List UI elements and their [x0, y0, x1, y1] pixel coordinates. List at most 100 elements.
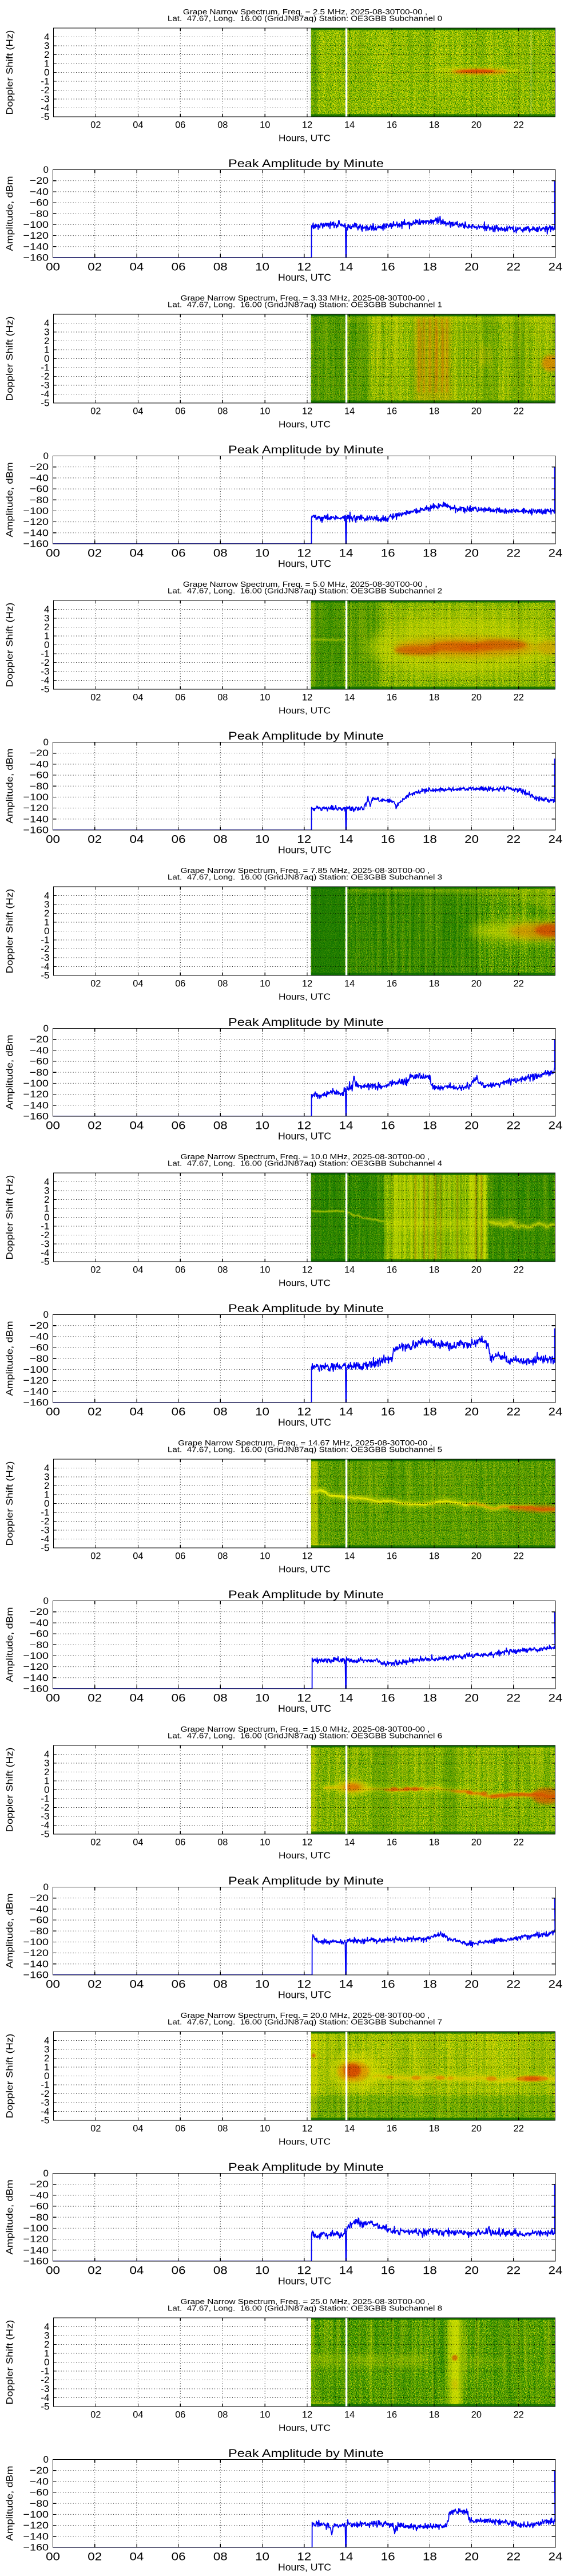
svg-text:02: 02 — [88, 262, 102, 274]
svg-text:−160: −160 — [23, 1970, 49, 1981]
svg-text:14: 14 — [344, 120, 355, 131]
svg-text:Doppler Shift (Hz): Doppler Shift (Hz) — [5, 2034, 15, 2119]
svg-text:4: 4 — [44, 2035, 49, 2046]
svg-text:12: 12 — [302, 406, 312, 417]
svg-text:Hours, UTC: Hours, UTC — [279, 2424, 331, 2433]
svg-text:18: 18 — [429, 2123, 439, 2134]
svg-text:20: 20 — [471, 2409, 482, 2420]
svg-text:06: 06 — [172, 1120, 186, 1132]
svg-text:−160: −160 — [23, 1111, 49, 1122]
svg-text:−40: −40 — [30, 1903, 49, 1914]
svg-text:−100: −100 — [23, 1937, 49, 1947]
svg-text:12: 12 — [302, 1837, 312, 1848]
svg-text:Grape Narrow Spectrum, Freq. =: Grape Narrow Spectrum, Freq. = 2.5 MHz, … — [183, 8, 427, 16]
svg-text:Peak Amplitude by Minute: Peak Amplitude by Minute — [228, 2448, 384, 2460]
svg-text:−140: −140 — [23, 2531, 49, 2542]
svg-text:−20: −20 — [30, 175, 49, 186]
svg-text:3: 3 — [44, 327, 49, 338]
svg-text:Grape Narrow Spectrum, Freq. =: Grape Narrow Spectrum, Freq. = 20.0 MHz,… — [181, 2012, 430, 2020]
svg-text:18: 18 — [423, 834, 437, 846]
svg-text:Hours, UTC: Hours, UTC — [278, 1703, 331, 1714]
svg-text:00: 00 — [46, 2265, 60, 2277]
svg-text:08: 08 — [213, 1979, 228, 1991]
svg-text:22: 22 — [506, 2551, 521, 2563]
svg-text:16: 16 — [387, 692, 397, 703]
svg-text:2: 2 — [44, 622, 49, 633]
svg-text:0: 0 — [43, 1882, 49, 1893]
svg-text:Lat. 47.67, Long. 16.00 (Gri: Lat. 47.67, Long. 16.00 (GridJN87aq) Sta… — [168, 15, 442, 23]
svg-text:-4: -4 — [41, 1247, 49, 1258]
svg-text:4: 4 — [44, 604, 49, 615]
svg-text:3: 3 — [44, 2044, 49, 2055]
svg-text:3: 3 — [44, 1472, 49, 1483]
svg-text:−160: −160 — [23, 252, 49, 263]
svg-text:0: 0 — [43, 2168, 49, 2179]
svg-text:−60: −60 — [30, 1056, 49, 1067]
svg-text:02: 02 — [90, 692, 101, 703]
svg-text:22: 22 — [506, 2265, 521, 2277]
svg-text:−20: −20 — [30, 1606, 49, 1617]
svg-text:08: 08 — [213, 262, 228, 274]
svg-text:Peak Amplitude by Minute: Peak Amplitude by Minute — [228, 1875, 384, 1887]
svg-text:Amplitude, dBm: Amplitude, dBm — [5, 1035, 15, 1110]
svg-text:18: 18 — [423, 2265, 437, 2277]
svg-text:Hours, UTC: Hours, UTC — [279, 1279, 331, 1289]
svg-text:08: 08 — [217, 1551, 228, 1562]
svg-text:22: 22 — [506, 1406, 521, 1419]
svg-text:24: 24 — [549, 1693, 563, 1705]
svg-text:24: 24 — [549, 1979, 563, 1991]
svg-text:20: 20 — [471, 1265, 482, 1275]
svg-text:20: 20 — [464, 1406, 479, 1419]
svg-text:Hours, UTC: Hours, UTC — [279, 134, 331, 144]
svg-text:12: 12 — [297, 2551, 311, 2563]
svg-text:08: 08 — [213, 1406, 228, 1419]
svg-text:−80: −80 — [30, 1639, 49, 1650]
svg-text:-3: -3 — [41, 953, 49, 963]
svg-text:−100: −100 — [23, 1364, 49, 1375]
svg-text:20: 20 — [471, 1837, 482, 1848]
svg-text:-4: -4 — [41, 675, 49, 686]
svg-text:Amplitude, dBm: Amplitude, dBm — [5, 176, 15, 251]
svg-text:3: 3 — [44, 899, 49, 910]
svg-text:06: 06 — [172, 1406, 186, 1419]
svg-text:0: 0 — [44, 2357, 49, 2368]
svg-text:16: 16 — [387, 120, 397, 131]
svg-text:1: 1 — [44, 2348, 49, 2359]
svg-text:14: 14 — [339, 262, 353, 274]
svg-text:−120: −120 — [23, 1375, 49, 1386]
svg-text:-3: -3 — [41, 1239, 49, 1250]
svg-text:24: 24 — [549, 2551, 563, 2563]
svg-text:-4: -4 — [41, 102, 49, 113]
svg-text:20: 20 — [464, 1120, 479, 1132]
svg-text:1: 1 — [44, 58, 49, 69]
svg-text:04: 04 — [130, 2265, 144, 2277]
svg-text:20: 20 — [471, 406, 482, 417]
svg-text:12: 12 — [302, 1265, 312, 1275]
svg-text:22: 22 — [514, 1551, 524, 1562]
svg-text:−100: −100 — [23, 1078, 49, 1089]
svg-text:10: 10 — [260, 2123, 270, 2134]
svg-text:Doppler Shift (Hz): Doppler Shift (Hz) — [5, 30, 15, 115]
svg-text:-5: -5 — [41, 2401, 49, 2412]
svg-text:04: 04 — [133, 2409, 143, 2420]
svg-text:14: 14 — [344, 2409, 355, 2420]
svg-text:00: 00 — [46, 1120, 60, 1132]
svg-text:-2: -2 — [41, 657, 49, 668]
svg-text:20: 20 — [471, 120, 482, 131]
svg-text:16: 16 — [387, 2409, 397, 2420]
svg-text:0: 0 — [43, 1595, 49, 1606]
svg-text:06: 06 — [175, 120, 185, 131]
svg-text:1: 1 — [44, 1776, 49, 1787]
svg-text:16: 16 — [387, 406, 397, 417]
svg-text:22: 22 — [514, 2409, 524, 2420]
svg-text:−140: −140 — [23, 1672, 49, 1683]
svg-text:18: 18 — [429, 2409, 439, 2420]
svg-text:0: 0 — [44, 353, 49, 364]
svg-text:14: 14 — [339, 548, 353, 560]
svg-text:20: 20 — [464, 262, 479, 274]
svg-text:20: 20 — [464, 1979, 479, 1991]
svg-text:Lat. 47.67, Long. 16.00 (Gri: Lat. 47.67, Long. 16.00 (GridJN87aq) Sta… — [168, 2305, 442, 2313]
svg-text:20: 20 — [471, 692, 482, 703]
svg-text:Grape Narrow Spectrum, Freq. =: Grape Narrow Spectrum, Freq. = 15.0 MHz,… — [181, 1725, 430, 1733]
svg-text:Grape Narrow Spectrum, Freq. =: Grape Narrow Spectrum, Freq. = 10.0 MHz,… — [181, 1153, 430, 1161]
